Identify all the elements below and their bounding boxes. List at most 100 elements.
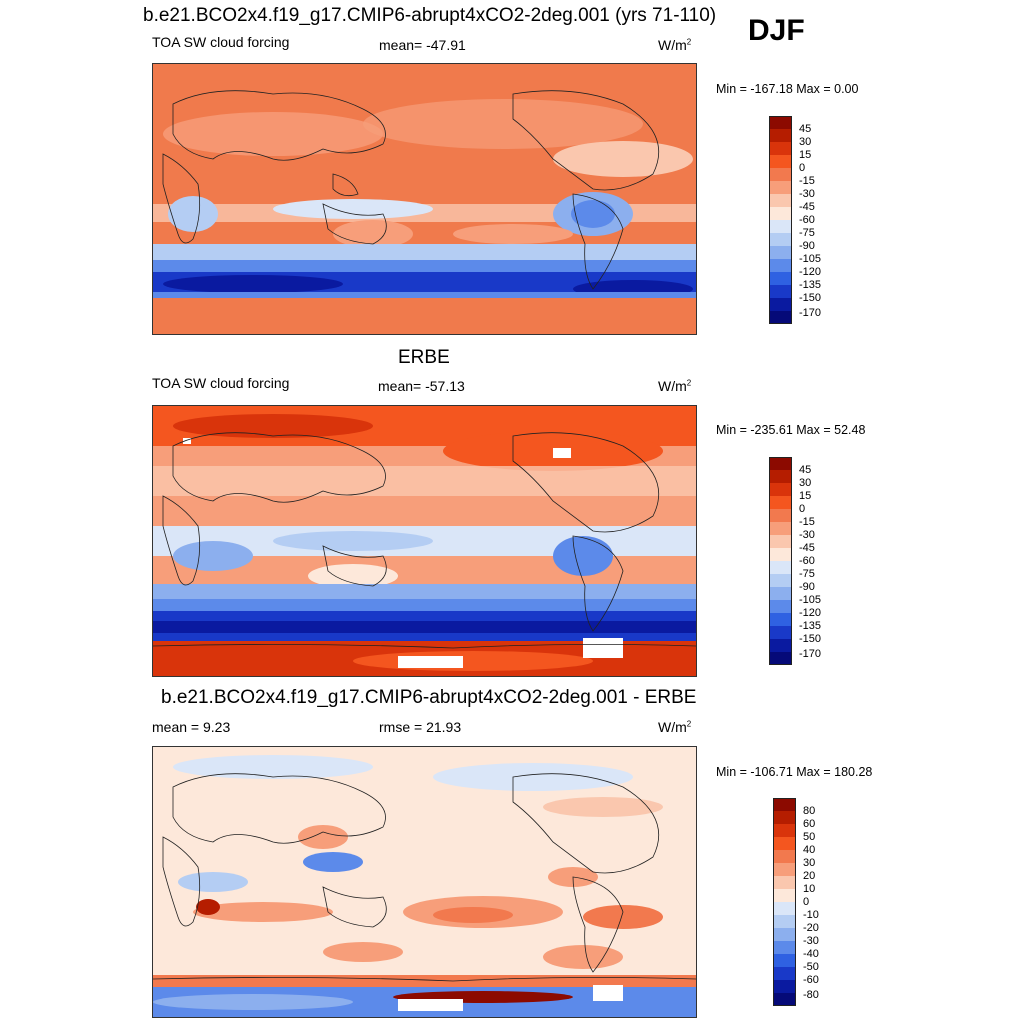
colorbar-label: -75	[799, 568, 815, 580]
colorbar-label: -90	[799, 240, 815, 252]
colorbar-label: 30	[803, 857, 816, 869]
panel-3-units: W/m2	[658, 719, 692, 735]
colorbar-label: 45	[799, 123, 812, 135]
colorbar-label: -105	[799, 594, 822, 606]
colorbar-swatch	[769, 194, 792, 207]
colorbar-swatch	[773, 876, 796, 889]
colorbar-label: 0	[799, 162, 806, 174]
panel-2-units: W/m2	[658, 378, 692, 394]
panel-3-mean-label: mean = 9.23	[152, 719, 231, 735]
colorbar-label: 80	[803, 805, 816, 817]
colorbar-swatch	[769, 522, 792, 535]
colorbar-label: -30	[799, 529, 815, 541]
colorbar-swatch	[769, 155, 792, 168]
colorbar-swatch	[769, 116, 792, 129]
colorbar-swatch	[769, 561, 792, 574]
colorbar-swatch	[769, 168, 792, 181]
colorbar-swatch	[773, 902, 796, 915]
panel-3-rmse-label: rmse = 21.93	[379, 719, 462, 735]
colorbar-label: 50	[803, 831, 816, 843]
colorbar-swatch	[773, 824, 796, 837]
colorbar-swatch	[773, 980, 796, 993]
colorbar-label: -170	[799, 307, 822, 319]
colorbar-label: 10	[803, 883, 816, 895]
colorbar-label: 15	[799, 490, 812, 502]
colorbar-label: -75	[799, 227, 815, 239]
panel-2-title: ERBE	[398, 347, 450, 368]
panel-3-minmax: Min = -106.71 Max = 180.28	[716, 765, 873, 779]
panel-1-variable-label: TOA SW cloud forcing	[152, 34, 290, 50]
colorbar-swatch	[769, 574, 792, 587]
colorbar-label: -80	[803, 989, 819, 1001]
colorbar-swatch	[773, 967, 796, 980]
colorbar-swatch	[769, 496, 792, 509]
colorbar-swatch	[769, 470, 792, 483]
colorbar-swatch	[773, 837, 796, 850]
colorbar-swatch	[769, 272, 792, 285]
colorbar-swatch	[773, 941, 796, 954]
colorbar-swatch	[769, 142, 792, 155]
colorbar-swatch	[769, 509, 792, 522]
colorbar-swatch	[769, 613, 792, 626]
panel-2-map	[152, 405, 697, 677]
colorbar-label: 20	[803, 870, 816, 882]
colorbar-swatch	[769, 246, 792, 259]
colorbar-swatch	[773, 915, 796, 928]
colorbar-label: -40	[803, 948, 819, 960]
colorbar-swatch	[773, 954, 796, 967]
colorbar-label: -90	[799, 581, 815, 593]
colorbar-swatch	[769, 483, 792, 496]
colorbar-swatch	[773, 811, 796, 824]
colorbar-label: 15	[799, 149, 812, 161]
colorbar-swatch	[773, 798, 796, 811]
colorbar-label: -170	[799, 648, 822, 660]
colorbar-label: -30	[803, 935, 819, 947]
colorbar-label: -150	[799, 292, 822, 304]
colorbar-label: -60	[803, 974, 819, 986]
colorbar-swatch	[769, 587, 792, 600]
colorbar-swatch	[769, 207, 792, 220]
colorbar-label: -135	[799, 620, 822, 632]
colorbar-swatch	[769, 652, 792, 665]
colorbar-label: -20	[803, 922, 819, 934]
colorbar-label: -10	[803, 909, 819, 921]
colorbar-label: -150	[799, 633, 822, 645]
colorbar-swatch	[769, 311, 792, 324]
colorbar-swatch	[769, 220, 792, 233]
colorbar-swatch	[769, 129, 792, 142]
colorbar-label: 0	[799, 503, 806, 515]
panel-2-variable-label: TOA SW cloud forcing	[152, 375, 290, 391]
colorbar-swatch	[773, 993, 796, 1006]
panel-2-minmax: Min = -235.61 Max = 52.48	[716, 423, 866, 437]
colorbar-swatch	[773, 928, 796, 941]
colorbar-swatch	[769, 181, 792, 194]
colorbar-swatch	[769, 626, 792, 639]
panel-1-title: b.e21.BCO2x4.f19_g17.CMIP6-abrupt4xCO2-2…	[143, 5, 717, 26]
colorbar-swatch	[769, 233, 792, 246]
panel-1-map	[152, 63, 697, 335]
colorbar-label: 0	[803, 896, 810, 908]
colorbar-label: -30	[799, 188, 815, 200]
colorbar-swatch	[769, 548, 792, 561]
colorbar-label: -120	[799, 266, 822, 278]
colorbar-label: 40	[803, 844, 816, 856]
colorbar-label: -45	[799, 542, 815, 554]
colorbar-label: -135	[799, 279, 822, 291]
panel-3-map	[152, 746, 697, 1018]
colorbar-swatch	[773, 850, 796, 863]
colorbar-label: 45	[799, 464, 812, 476]
colorbar-swatch	[773, 889, 796, 902]
colorbar-swatch	[773, 863, 796, 876]
colorbar-label: 30	[799, 136, 812, 148]
colorbar-label: -15	[799, 175, 815, 187]
colorbar-label: -60	[799, 214, 815, 226]
colorbar-swatch	[769, 600, 792, 613]
colorbar-swatch	[769, 259, 792, 272]
panel-3-title: b.e21.BCO2x4.f19_g17.CMIP6-abrupt4xCO2-2…	[161, 687, 697, 708]
colorbar-label: 60	[803, 818, 816, 830]
colorbar-swatch	[769, 639, 792, 652]
panel-1-minmax: Min = -167.18 Max = 0.00	[716, 82, 859, 96]
colorbar-label: -45	[799, 201, 815, 213]
panel-1-mean-label: mean= -47.91	[379, 37, 466, 53]
colorbar-label: -50	[803, 961, 819, 973]
